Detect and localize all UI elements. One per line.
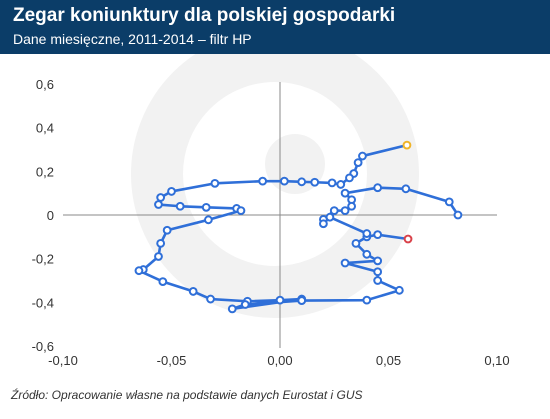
data-point [310, 177, 320, 187]
y-axis-ticks: 0,6 0,4 0,2 0 -0,2 -0,4 -0,6 [32, 77, 54, 354]
chart-axes [63, 82, 497, 348]
data-point [206, 294, 215, 304]
data-point [362, 295, 372, 305]
data-point [236, 206, 246, 216]
watermark-ring [131, 54, 419, 318]
x-tick-label: 0,05 [376, 353, 401, 368]
data-point [156, 238, 166, 248]
chart-header: Zegar koniunktury dla polskiej gospodark… [0, 0, 550, 54]
data-point [336, 180, 346, 189]
source-note: Źródło: Opracowanie własne na podstawie … [11, 388, 363, 402]
x-axis-ticks: -0,10 -0,05 0,00 0,05 0,10 [48, 353, 509, 368]
x-tick-label: 0,10 [484, 353, 509, 368]
data-point [154, 252, 163, 261]
data-point [297, 296, 307, 305]
data-point [162, 225, 172, 235]
y-tick-label: -0,2 [32, 252, 54, 267]
data-point [340, 188, 350, 198]
data-point [203, 215, 213, 225]
data-point [373, 267, 383, 277]
y-tick-label: 0 [47, 208, 54, 223]
x-tick-label: -0,05 [157, 353, 187, 368]
data-point [158, 277, 168, 286]
data-point [345, 173, 354, 183]
data-point [275, 295, 285, 305]
chart-title: Zegar koniunktury dla polskiej gospodark… [13, 5, 396, 26]
data-point [329, 206, 339, 216]
data-point [210, 178, 220, 188]
data-point [240, 300, 250, 309]
data-point [351, 238, 361, 248]
y-tick-label: 0,6 [36, 77, 54, 92]
data-point [175, 201, 185, 211]
data-point [353, 158, 363, 167]
data-point [327, 178, 337, 188]
y-tick-label: -0,6 [32, 339, 54, 354]
data-point [258, 176, 268, 186]
data-point [444, 197, 454, 207]
end-point [403, 234, 413, 244]
data-point [358, 151, 367, 161]
data-point [373, 256, 383, 266]
x-tick-label: -0,10 [48, 353, 78, 368]
data-point [325, 212, 335, 222]
chart-subtitle: Dane miesięczne, 2011-2014 – filtr HP [13, 31, 252, 47]
data-point [362, 229, 372, 238]
data-point [401, 184, 411, 194]
data-point [167, 187, 176, 196]
data-point [373, 230, 383, 240]
y-tick-label: 0,4 [36, 121, 54, 136]
data-point [156, 193, 166, 202]
data-point [394, 285, 404, 295]
data-point [227, 304, 237, 314]
data-point [154, 200, 163, 209]
y-tick-label: -0,4 [32, 295, 54, 310]
data-point [362, 249, 372, 259]
data-point [134, 266, 144, 276]
series-points [134, 140, 463, 314]
data-point [279, 176, 289, 186]
data-point [340, 258, 350, 268]
data-point [319, 219, 328, 229]
chart-plot: 0,6 0,4 0,2 0 -0,2 -0,4 -0,6 -0,10 -0,05 0,00 0,0… [32, 54, 510, 368]
start-point [402, 140, 412, 150]
data-point [297, 177, 307, 187]
data-point [373, 276, 383, 285]
data-point [188, 287, 198, 296]
x-tick-label: 0,00 [267, 353, 292, 368]
y-tick-label: 0,2 [36, 164, 54, 179]
data-point [347, 201, 357, 211]
data-point [453, 210, 463, 220]
data-point [340, 206, 350, 216]
data-point [373, 183, 383, 193]
data-point [201, 202, 211, 212]
